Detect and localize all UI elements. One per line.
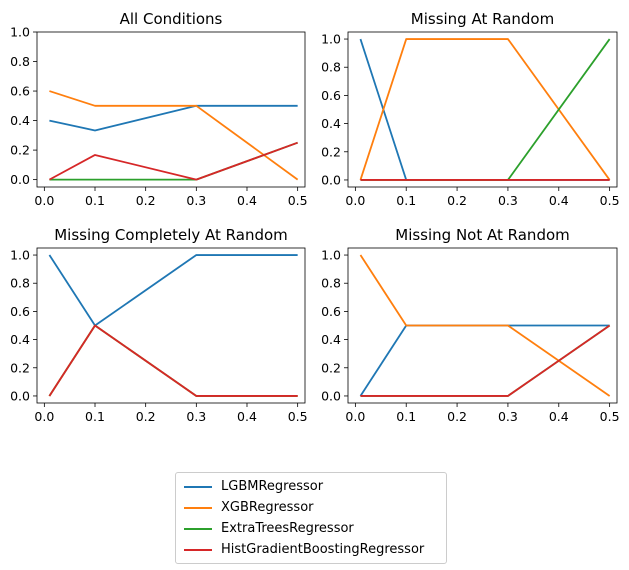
subplot: All Conditions 0.0 0.1 0.2 0.3 0.4 0.5 0.0 0.2 0.… xyxy=(10,10,307,208)
x-tick-label: 0.2 xyxy=(447,193,467,208)
y-tick-label: 0.2 xyxy=(321,144,341,159)
x-tick-label: 0.2 xyxy=(136,193,156,208)
y-tick-label: 0.8 xyxy=(321,60,341,75)
series-line-extratreesregressor xyxy=(48,324,298,397)
y-tick-label: 0.4 xyxy=(10,332,30,347)
series-line-xgbregressor xyxy=(359,38,611,181)
y-tick-label: 0.0 xyxy=(10,388,30,403)
y-tick-label: 0.6 xyxy=(10,84,30,99)
series-line-histgradientboostingregressor xyxy=(48,141,298,181)
x-tick-label: 0.5 xyxy=(600,409,620,424)
y-tick-label: 0.0 xyxy=(10,172,30,187)
x-tick-label: 0.3 xyxy=(186,409,206,424)
x-tick-label: 0.4 xyxy=(549,193,569,208)
subplot-title: Missing Not At Random xyxy=(395,226,570,244)
x-tick-label: 0.0 xyxy=(345,193,365,208)
x-tick-label: 0.5 xyxy=(600,193,620,208)
y-tick-label: 0.2 xyxy=(321,360,341,375)
legend-label: XGBRegressor xyxy=(221,500,314,515)
legend-label: LGBMRegressor xyxy=(221,479,324,494)
x-tick-label: 0.4 xyxy=(549,409,569,424)
x-tick-label: 0.2 xyxy=(447,409,467,424)
x-tick-label: 0.1 xyxy=(85,409,105,424)
x-tick-label: 0.0 xyxy=(34,409,54,424)
y-tick-label: 0.4 xyxy=(321,116,341,131)
series-line-extratreesregressor xyxy=(360,38,611,181)
y-tick-label: 0.8 xyxy=(321,276,341,291)
y-tick-label: 0.6 xyxy=(321,304,341,319)
y-tick-label: 0.2 xyxy=(10,360,30,375)
y-tick-label: 0.0 xyxy=(321,388,341,403)
series-line-lgbmregressor xyxy=(359,38,610,181)
axes-frame xyxy=(36,247,306,404)
x-tick-label: 0.2 xyxy=(136,409,156,424)
legend-label: ExtraTreesRegressor xyxy=(221,521,354,536)
y-tick-label: 0.8 xyxy=(10,54,30,69)
x-tick-label: 0.5 xyxy=(288,409,308,424)
subplot-title: Missing Completely At Random xyxy=(54,226,288,244)
y-tick-label: 1.0 xyxy=(10,25,30,40)
legend-swatch xyxy=(184,485,212,488)
x-tick-label: 0.1 xyxy=(396,409,416,424)
y-tick-label: 1.0 xyxy=(10,248,30,263)
x-tick-label: 0.1 xyxy=(85,193,105,208)
series-line-lgbmregressor xyxy=(48,254,298,327)
x-tick-label: 0.3 xyxy=(186,193,206,208)
series-line-xgbregressor xyxy=(49,90,299,181)
subplot-title: Missing At Random xyxy=(411,10,554,28)
y-tick-label: 0.8 xyxy=(10,276,30,291)
x-tick-label: 0.0 xyxy=(34,193,54,208)
y-tick-label: 0.6 xyxy=(321,88,341,103)
legend-item: HistGradientBoostingRegressor xyxy=(184,539,438,560)
series-line-xgbregressor xyxy=(48,324,298,397)
axes-frame xyxy=(347,247,618,404)
x-tick-label: 0.3 xyxy=(498,409,518,424)
series-line-extratreesregressor xyxy=(360,324,611,397)
x-tick-label: 0.1 xyxy=(396,193,416,208)
subplot: Missing Not At Random 0.0 0.1 0.2 0.3 0.4 0.5 0… xyxy=(321,226,619,424)
x-tick-label: 0.4 xyxy=(237,409,257,424)
legend-item: XGBRegressor xyxy=(184,497,438,518)
subplot: Missing Completely At Random 0.0 0.1 0.2 0.3… xyxy=(10,226,307,424)
x-tick-label: 0.5 xyxy=(288,193,308,208)
y-tick-label: 0.6 xyxy=(10,304,30,319)
y-tick-label: 1.0 xyxy=(321,248,341,263)
legend-item: ExtraTreesRegressor xyxy=(184,518,438,539)
legend-item: LGBMRegressor xyxy=(184,476,438,497)
y-tick-label: 0.4 xyxy=(321,332,341,347)
subplot-title: All Conditions xyxy=(120,10,223,28)
legend-swatch xyxy=(184,527,212,530)
y-tick-label: 0.4 xyxy=(10,113,30,128)
legend-swatch xyxy=(184,506,212,509)
y-tick-label: 1.0 xyxy=(321,32,341,47)
legend-label: HistGradientBoostingRegressor xyxy=(221,542,425,557)
series-line-histgradientboostingregressor xyxy=(48,324,298,397)
subplot: Missing At Random 0.0 0.1 0.2 0.3 0.4 0.5 0.0 0.… xyxy=(321,10,619,208)
series-line-lgbmregressor xyxy=(359,324,610,397)
axes-frame xyxy=(36,31,306,188)
x-tick-label: 0.3 xyxy=(498,193,518,208)
legend: LGBMRegressor XGBRegressor ExtraTreesReg… xyxy=(175,472,447,564)
axes-frame xyxy=(347,31,618,188)
series-line-histgradientboostingregressor xyxy=(360,324,611,397)
y-tick-label: 0.2 xyxy=(10,143,30,158)
x-tick-label: 0.0 xyxy=(345,409,365,424)
series-line-lgbmregressor xyxy=(49,104,298,132)
y-tick-label: 0.0 xyxy=(321,172,341,187)
x-tick-label: 0.4 xyxy=(237,193,257,208)
legend-swatch xyxy=(184,548,212,551)
